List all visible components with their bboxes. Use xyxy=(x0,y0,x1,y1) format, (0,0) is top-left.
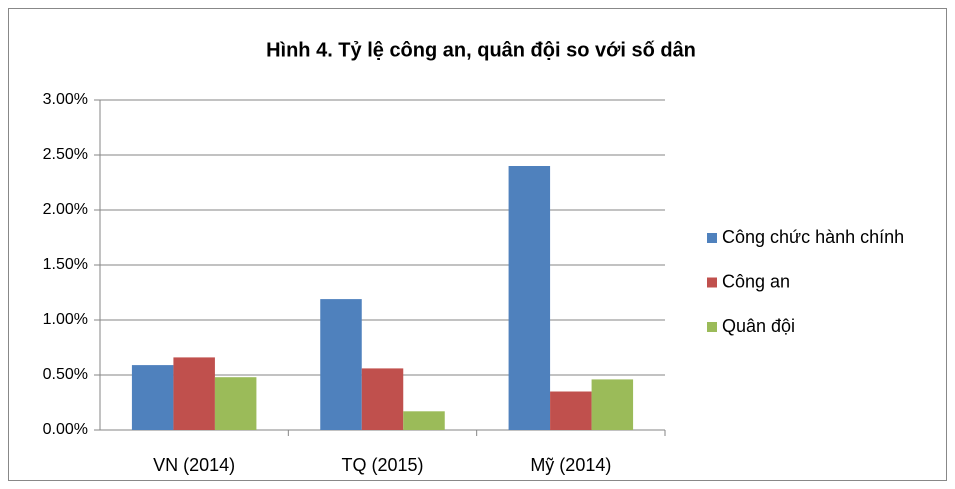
x-tick-label: VN (2014) xyxy=(153,455,235,475)
bar xyxy=(550,391,592,430)
chart-title: Hình 4. Tỷ lệ công an, quân đội so với s… xyxy=(266,39,696,61)
legend-label: Công an xyxy=(722,271,790,291)
bar xyxy=(403,411,445,430)
bar xyxy=(320,299,362,430)
bar xyxy=(508,166,551,430)
legend-label: Quân đội xyxy=(722,316,795,336)
bar xyxy=(361,368,404,430)
y-tick-label: 0.50% xyxy=(43,366,88,383)
y-tick-label: 1.50% xyxy=(43,256,88,273)
y-tick-label: 3.00% xyxy=(43,91,88,108)
bar xyxy=(131,365,174,430)
y-tick-label: 0.00% xyxy=(43,421,88,438)
bar xyxy=(173,357,215,430)
legend-swatch xyxy=(707,233,717,243)
legend-swatch xyxy=(707,322,717,332)
y-tick-label: 1.00% xyxy=(43,311,88,328)
x-tick-label: Mỹ (2014) xyxy=(530,455,611,475)
y-tick-label: 2.50% xyxy=(43,146,88,163)
bar xyxy=(214,377,257,430)
x-tick-label: TQ (2015) xyxy=(341,455,423,475)
bar xyxy=(591,379,634,430)
legend-label: Công chức hành chính xyxy=(722,227,904,247)
y-tick-label: 2.00% xyxy=(43,201,88,218)
legend-swatch xyxy=(707,277,717,288)
